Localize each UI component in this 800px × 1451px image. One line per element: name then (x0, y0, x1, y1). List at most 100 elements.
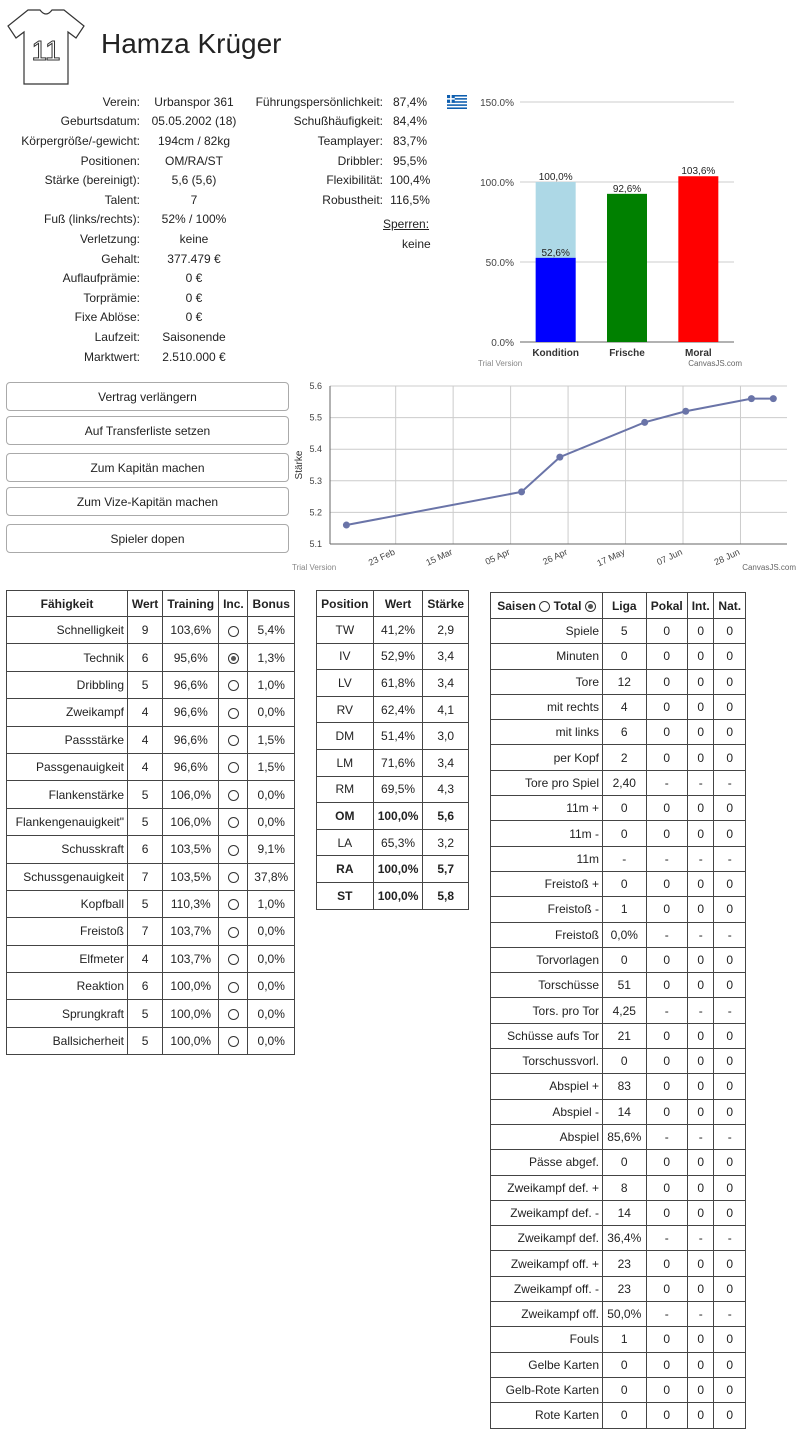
stat-value: 0 (645, 1351, 688, 1378)
stats-header: Liga (602, 592, 647, 619)
info-value: 5,6 (5,6) (171, 173, 217, 188)
stat-value: 0 (645, 617, 688, 645)
inc-radio[interactable] (227, 899, 239, 911)
inc-radio[interactable] (227, 844, 239, 856)
stat-value: - (713, 1301, 746, 1328)
season-total-toggle: Saisen Total (490, 592, 603, 619)
info-row: Laufzeit: Saisonende (8, 327, 246, 347)
skill-training: 96,6% (162, 698, 220, 727)
skill-name: Kopfball (5, 889, 129, 919)
skill-value: 5 (127, 807, 164, 837)
bar-watermark-left: Trial Version (478, 359, 522, 368)
inc-radio[interactable] (227, 680, 239, 692)
stat-value: 0 (713, 744, 746, 771)
skill-value: 7 (127, 917, 164, 946)
total-radio[interactable] (584, 600, 596, 612)
skill-value: 4 (127, 944, 164, 974)
stat-value: 0 (713, 643, 746, 670)
stat-value: 0 (645, 1174, 688, 1201)
skill-bonus: 0,0% (247, 972, 295, 1001)
position-value: 51,4% (372, 722, 424, 750)
stat-value: 23 (602, 1275, 647, 1303)
stats-row: Gelbe Karten 0 0 0 0 (490, 1351, 746, 1378)
skill-training: 96,6% (162, 725, 220, 754)
stat-value: 0 (686, 1022, 715, 1050)
stat-value: 0 (645, 820, 688, 847)
bar-y-tick: 0.0% (491, 338, 514, 349)
make-vice-captain-button[interactable]: Zum Vize-Kapitän machen (6, 487, 289, 516)
line-y-tick: 5.5 (309, 413, 322, 423)
stat-name: Zweikampf off. + (490, 1250, 603, 1277)
skill-bonus: 0,0% (247, 944, 295, 974)
stat-value: 8 (602, 1174, 647, 1201)
stats-row: Abspiel -14 0 0 0 (490, 1098, 746, 1125)
inc-radio[interactable] (227, 981, 239, 993)
skill-inc-cell (218, 698, 249, 727)
bar-y-tick: 100.0% (480, 178, 514, 189)
stat-value: 0 (713, 1326, 746, 1353)
inc-radio[interactable] (227, 652, 239, 664)
dope-player-button[interactable]: Spieler dopen (6, 524, 289, 553)
info-value: 2.510.000 € (162, 349, 226, 364)
inc-radio[interactable] (227, 707, 239, 719)
inc-radio[interactable] (227, 872, 239, 884)
stat-value: 12 (602, 668, 647, 695)
info-label: Stärke (bereinigt): (44, 173, 140, 188)
skill-row: Schnelligkeit 9 103,6% 5,4% (5, 615, 295, 645)
stats-row: Zweikampf off. +23 0 0 0 (490, 1250, 746, 1277)
inc-radio[interactable] (227, 954, 239, 966)
inc-radio[interactable] (227, 817, 239, 829)
inc-radio[interactable] (227, 1036, 239, 1048)
stat-value: 1 (602, 1326, 647, 1353)
stat-value: 0 (713, 1174, 746, 1201)
stat-name: Zweikampf off. (490, 1301, 603, 1328)
info-label: Körpergröße/-gewicht: (21, 133, 140, 148)
stat-value: 0 (602, 1402, 647, 1429)
inc-radio[interactable] (227, 735, 239, 747)
bar-data-label: 52,6% (541, 248, 569, 259)
skill-value: 7 (127, 862, 164, 891)
skill-name: Schusskraft (5, 835, 129, 864)
skills-header: Wert (127, 590, 164, 617)
skill-bonus: 5,4% (247, 615, 295, 645)
stat-value: 1 (602, 896, 647, 923)
position-strength: 5,6 (422, 802, 469, 830)
stat-value: 0 (713, 1149, 746, 1176)
skill-training: 100,0% (162, 1026, 220, 1056)
position-value: 69,5% (372, 775, 424, 804)
skill-name: Dribbling (5, 670, 129, 700)
position-row: LV 61,8% 3,4 (316, 669, 469, 697)
skill-name: Elfmeter (5, 944, 129, 974)
inc-radio[interactable] (227, 762, 239, 774)
stats-row: Spiele 5 0 0 0 (490, 617, 746, 645)
stat-name: Torvorlagen (490, 946, 603, 974)
line-y-tick: 5.2 (309, 507, 322, 517)
skill-inc-cell (218, 862, 249, 891)
inc-radio[interactable] (227, 789, 239, 801)
stat-value: 0 (713, 870, 746, 898)
transfer-list-button[interactable]: Auf Transferliste setzen (6, 416, 289, 445)
position-name: ST (316, 881, 374, 910)
attribute-value: 87,4% (392, 94, 428, 109)
make-captain-button[interactable]: Zum Kapitän machen (6, 453, 289, 482)
strength-point (556, 453, 564, 461)
position-name: LM (316, 748, 374, 777)
info-row: Auflaufprämie: 0 € (8, 268, 246, 288)
stat-value: 0 (713, 617, 746, 645)
skill-name: Sprungkraft (5, 999, 129, 1028)
stat-value: 0 (645, 870, 688, 898)
line-x-tick: 17 May (595, 547, 626, 569)
inc-radio[interactable] (227, 926, 239, 938)
inc-radio[interactable] (227, 625, 239, 637)
stat-name: Zweikampf def. - (490, 1199, 603, 1227)
attribute-label: Flexibilität: (326, 173, 383, 188)
stat-value: - (686, 921, 715, 948)
condition-bar-chart: 0.0% 50.0% 100.0% 150.0% 100,0% 52,6% Konditio… (478, 98, 742, 368)
position-name: RM (316, 775, 374, 804)
extend-contract-button[interactable]: Vertrag verlängern (6, 382, 289, 411)
inc-radio[interactable] (227, 1008, 239, 1020)
stats-row: Rote Karten 0 0 0 0 (490, 1402, 746, 1429)
stat-value: 0 (713, 1250, 746, 1277)
season-radio[interactable] (539, 600, 551, 612)
bar-frische (607, 193, 647, 342)
